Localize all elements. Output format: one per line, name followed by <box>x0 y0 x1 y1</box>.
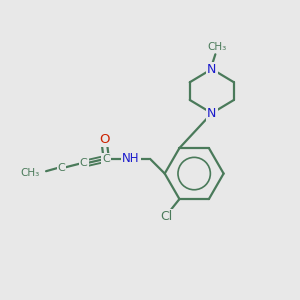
Text: N: N <box>207 62 217 76</box>
Text: CH₃: CH₃ <box>207 42 226 52</box>
Text: C: C <box>58 163 65 173</box>
Text: C: C <box>102 154 110 164</box>
Text: Cl: Cl <box>160 210 172 223</box>
Text: C: C <box>80 158 88 168</box>
Text: CH₃: CH₃ <box>20 168 40 178</box>
Text: N: N <box>207 107 217 120</box>
Text: O: O <box>99 133 110 146</box>
Text: NH: NH <box>122 152 140 165</box>
